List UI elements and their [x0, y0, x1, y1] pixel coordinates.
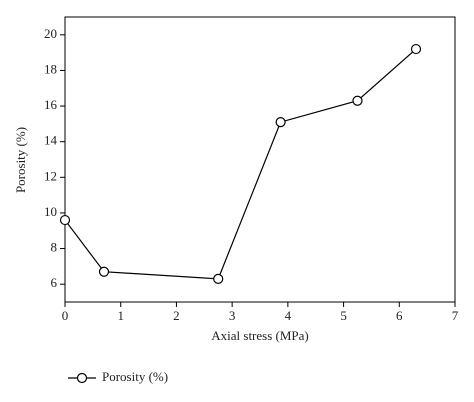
data-point — [98, 266, 110, 277]
x-tick-label: 1 — [117, 308, 124, 323]
x-tick-label: 7 — [452, 308, 459, 323]
legend-label: Porosity (%) — [102, 369, 168, 384]
x-tick-label: 6 — [396, 308, 403, 323]
y-axis-label: Porosity (%) — [13, 127, 28, 193]
y-tick-label: 18 — [44, 61, 57, 76]
x-tick-label: 4 — [285, 308, 292, 323]
x-axis-label: Axial stress (MPa) — [211, 328, 309, 343]
data-point — [410, 43, 422, 55]
plot-frame — [64, 16, 456, 303]
data-point — [59, 214, 71, 226]
y-tick-label: 6 — [51, 275, 58, 290]
y-tick-label: 10 — [44, 204, 57, 219]
data-point — [213, 273, 224, 284]
x-tick-label: 5 — [340, 308, 347, 323]
x-tick-label: 0 — [62, 308, 69, 323]
x-tick-label: 3 — [229, 308, 236, 323]
legend-marker — [76, 372, 88, 384]
y-tick-label: 20 — [44, 26, 57, 41]
x-tick-label: 2 — [173, 308, 180, 323]
y-tick-label: 16 — [44, 97, 58, 112]
data-line — [64, 48, 417, 280]
data-point — [352, 95, 363, 106]
y-tick-label: 8 — [51, 240, 58, 255]
y-tick-label: 14 — [44, 133, 58, 148]
y-tick-label: 12 — [44, 168, 57, 183]
data-point — [275, 116, 286, 128]
